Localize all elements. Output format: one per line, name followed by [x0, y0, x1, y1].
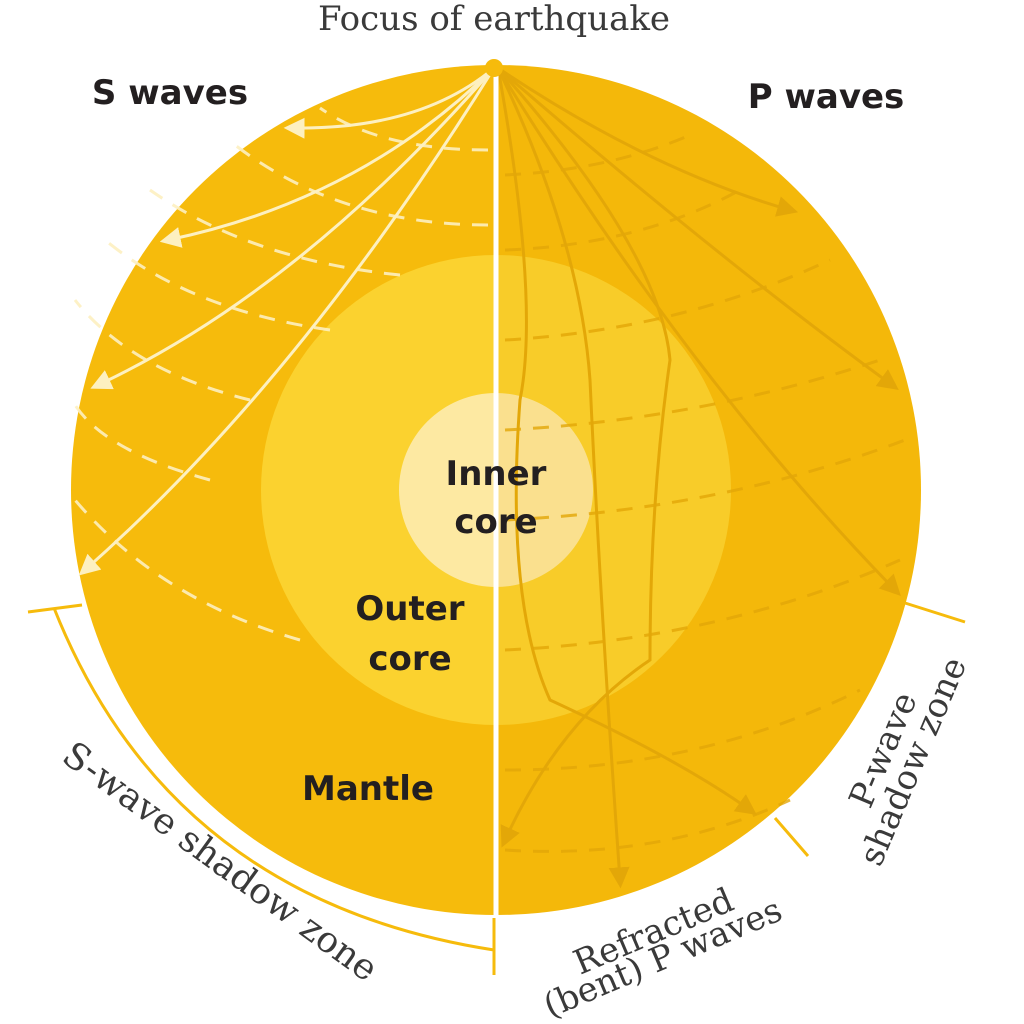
inner-core-label-line2: core — [454, 502, 537, 542]
p-wave-shadow-bracket — [773, 601, 966, 857]
p-waves-label: P waves — [748, 77, 905, 117]
s-wave-ray — [78, 67, 496, 576]
p-wave-refracted-ray — [496, 67, 672, 848]
p-wave-refracted-ray — [496, 67, 757, 815]
outer-core-label-line2: core — [368, 639, 451, 679]
p-wave-ray — [497, 66, 899, 390]
focus-of-earthquake-label: Focus of earthquake — [318, 0, 670, 39]
outer-core-label-line1: Outer — [355, 589, 464, 629]
s-wave-rays — [78, 66, 496, 576]
s-wave-ray — [159, 66, 496, 248]
s-wave-shadow-bracket — [27, 603, 496, 975]
p-wave-refracted-ray — [496, 67, 630, 889]
p-wave-ray — [497, 66, 799, 217]
mantle-label: Mantle — [302, 769, 434, 809]
earthquake-focus-dot — [485, 59, 503, 77]
shadow-zone-brackets — [27, 601, 966, 975]
s-wave-wavefronts — [70, 106, 489, 642]
p-wave-wavefronts — [504, 133, 906, 853]
inner-core-label-line1: Inner — [446, 454, 547, 494]
s-wave-ray — [90, 67, 496, 390]
s-waves-label: S waves — [92, 73, 248, 113]
p-wave-ray — [496, 67, 901, 597]
p-wave-rays — [496, 66, 901, 889]
s-wave-ray — [283, 66, 495, 139]
p-wave-half-tint — [496, 65, 921, 915]
